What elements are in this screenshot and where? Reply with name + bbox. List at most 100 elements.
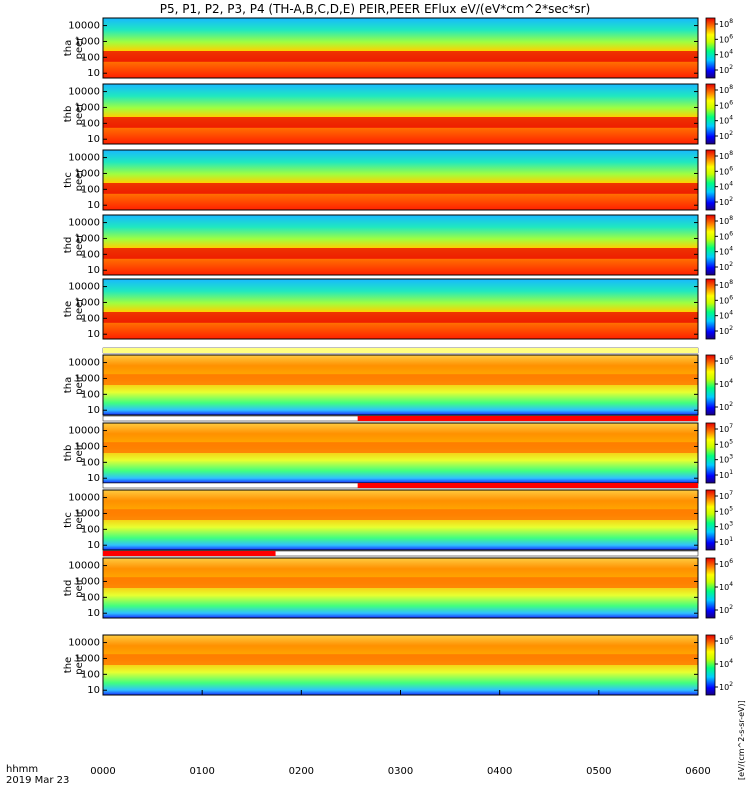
y-tick-label: 10000	[68, 358, 100, 369]
y-tick-label: 1000	[75, 168, 100, 179]
panel-frame	[102, 489, 699, 551]
y-tick-label: 1000	[75, 233, 100, 244]
panel-ylabel: thdpeir	[63, 577, 85, 597]
colorbar-tick-label: 101	[719, 469, 733, 480]
panel-ylabel: thbpeer	[63, 102, 85, 126]
colorbar-tick-label: 102	[719, 604, 733, 615]
y-tick-label: 10	[87, 608, 100, 619]
colorbar-tick-label: 102	[719, 401, 733, 412]
x-tick-label: 0000	[90, 766, 115, 777]
y-tick-label: 100	[81, 184, 100, 195]
x-tick-label: 0200	[289, 766, 314, 777]
y-tick-label: 100	[81, 389, 100, 400]
y-tick-label: 100	[81, 118, 100, 129]
y-tick-label: 100	[81, 669, 100, 680]
spectrogram-fill	[103, 215, 698, 275]
colorbar-tick-label: 101	[719, 536, 733, 547]
y-tick-label: 10000	[68, 153, 100, 164]
y-tick-label: 1000	[75, 441, 100, 452]
colorbar-tick-label: 102	[719, 196, 733, 207]
colorbar-tick-label: 105	[719, 438, 733, 449]
flux-band	[103, 509, 698, 520]
colorbar-tick-label: 104	[719, 658, 733, 669]
colorbar	[705, 557, 716, 619]
colorbar-tick-label: 106	[719, 635, 733, 646]
colorbar-tick-label: 108	[719, 150, 733, 161]
y-tick-label: 10000	[68, 561, 100, 572]
flux-band	[103, 654, 698, 665]
flux-band	[103, 248, 698, 259]
spectrogram-fill	[103, 150, 698, 210]
colorbar-tick-label: 106	[719, 165, 733, 176]
y-tick-label: 10	[87, 540, 100, 551]
colorbar	[705, 83, 716, 145]
panel-ylabel: thepeir	[63, 654, 85, 674]
colorbar-tick-label: 102	[719, 325, 733, 336]
y-tick-label: 100	[81, 313, 100, 324]
y-tick-label: 10000	[68, 21, 100, 32]
panel-frame	[102, 149, 699, 211]
colorbar-tick-label: 102	[719, 681, 733, 692]
y-tick-label: 1000	[75, 576, 100, 587]
panel-ylabel: thapeer	[63, 36, 85, 60]
colorbar-tick-label: 102	[719, 130, 733, 141]
colorbar	[705, 634, 716, 696]
colorbar-tick-label: 104	[719, 378, 733, 389]
colorbar-tick-label: 108	[719, 84, 733, 95]
y-tick-label: 10000	[68, 282, 100, 293]
colorbar-tick-label: 103	[719, 454, 733, 465]
y-tick-label: 10000	[68, 87, 100, 98]
y-tick-label: 10	[87, 134, 100, 145]
y-tick-label: 100	[81, 457, 100, 468]
colorbar-tick-label: 104	[719, 49, 733, 60]
mode-flag-segment	[357, 416, 698, 421]
colorbar-tick-label: 105	[719, 505, 733, 516]
y-tick-label: 1000	[75, 653, 100, 664]
colorbar-tick-label: 108	[719, 18, 733, 29]
y-tick-label: 1000	[75, 508, 100, 519]
panel-ylabel: thapeir	[63, 374, 85, 394]
spectrogram-fill	[103, 279, 698, 339]
y-tick-label: 1000	[75, 102, 100, 113]
panel-frame	[102, 557, 699, 619]
colorbar-tick-label: 107	[719, 490, 733, 501]
panel-frame	[102, 354, 699, 416]
y-tick-label: 1000	[75, 36, 100, 47]
time-axis-label-top: hhmm	[6, 764, 39, 775]
chart-title: P5, P1, P2, P3, P4 (TH-A,B,C,D,E) PEIR,P…	[159, 2, 591, 16]
flux-band	[103, 374, 698, 385]
panel-ylabel: thcpeir	[63, 509, 85, 529]
x-tick-label: 0400	[487, 766, 512, 777]
panel-frame	[102, 17, 699, 79]
y-tick-label: 10000	[68, 638, 100, 649]
y-tick-label: 10	[87, 68, 100, 79]
colorbar	[705, 214, 716, 276]
mode-flag-segment	[357, 483, 698, 488]
colorbar-tick-label: 104	[719, 310, 733, 321]
colorbar-tick-label: 108	[719, 215, 733, 226]
y-tick-label: 100	[81, 249, 100, 260]
colorbar-tick-label: 107	[719, 423, 733, 434]
panel-ylabel: thepeer	[63, 297, 85, 321]
colorbar	[705, 149, 716, 211]
y-tick-label: 100	[81, 524, 100, 535]
flux-band	[103, 183, 698, 194]
spectrogram-fill	[103, 18, 698, 78]
y-tick-label: 10	[87, 405, 100, 416]
time-axis-label-bottom: 2019 Mar 23	[6, 775, 70, 786]
x-tick-label: 0600	[685, 766, 710, 777]
y-tick-label: 100	[81, 52, 100, 63]
y-tick-label: 10	[87, 473, 100, 484]
y-tick-label: 10	[87, 265, 100, 276]
x-tick-label: 0100	[189, 766, 214, 777]
colorbar-tick-label: 102	[719, 64, 733, 75]
colorbar-tick-label: 106	[719, 294, 733, 305]
flux-band	[103, 312, 698, 323]
